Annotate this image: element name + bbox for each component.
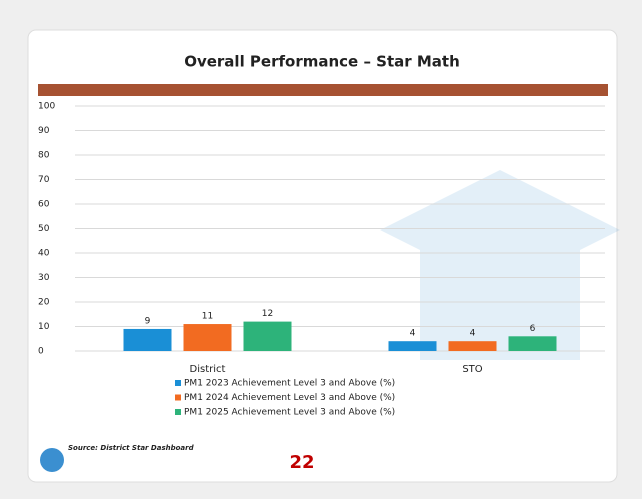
y-tick-label: 70 [38,175,50,185]
logo [40,448,64,472]
chart-title: Overall Performance – Star Math [184,53,460,71]
y-tick-label: 30 [38,273,50,283]
y-tick-label: 40 [38,249,50,259]
legend-swatch [175,409,181,415]
legend-label: PM1 2024 Achievement Level 3 and Above (… [184,393,395,403]
data-label: 12 [262,309,273,319]
data-label: 4 [410,329,416,339]
data-label: 11 [202,312,213,322]
bar [123,328,172,351]
data-label: 6 [530,324,536,334]
y-tick-label: 0 [38,347,44,357]
x-tick-label: District [190,364,226,375]
y-tick-label: 60 [38,200,50,210]
watermark [380,170,620,360]
y-tick-label: 10 [38,322,50,332]
y-tick-label: 100 [38,102,55,112]
bar [508,336,557,351]
bar [183,324,232,351]
bar [388,341,437,351]
page-number: 22 [289,452,314,473]
y-tick-label: 50 [38,224,50,234]
x-tick-label: STO [462,364,482,375]
card [27,29,618,483]
data-label: 4 [470,329,476,339]
y-tick-label: 20 [38,298,50,308]
legend-label: PM1 2023 Achievement Level 3 and Above (… [184,379,395,389]
title-band [38,84,608,96]
legend-swatch [175,380,181,386]
source: Source: District Star Dashboard [68,444,195,452]
legend-swatch [175,394,181,401]
y-tick-label: 80 [38,151,50,161]
data-label: 9 [145,316,151,326]
bar [243,321,292,351]
bar [448,341,497,351]
y-tick-label: 90 [38,126,50,136]
legend-label: PM1 2025 Achievement Level 3 and Above (… [184,408,395,418]
